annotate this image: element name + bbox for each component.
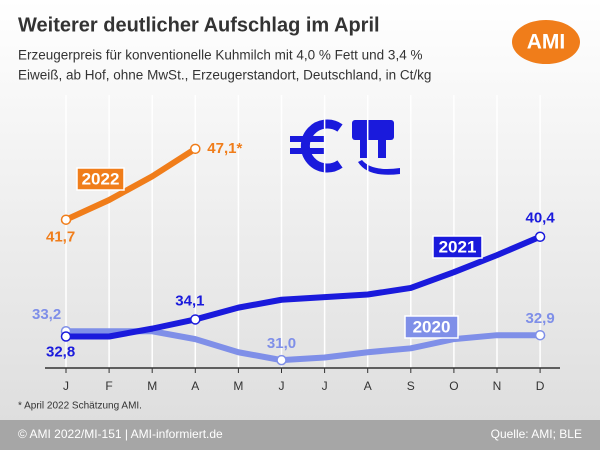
- point-marker: [190, 143, 201, 155]
- legend-label: 2021: [439, 237, 477, 256]
- data-label: 40,4: [525, 210, 555, 227]
- data-label: 41,7: [46, 229, 75, 246]
- subtitle: Erzeugerpreis für konventionelle Kuhmilc…: [18, 48, 422, 63]
- point-marker: [60, 331, 72, 342]
- legend-box: [76, 167, 125, 191]
- milking-icon: [352, 120, 400, 175]
- x-tick-label: N: [493, 379, 502, 393]
- chart-title: Weiterer deutlicher Aufschlag im April: [18, 14, 380, 36]
- series-line: [66, 233, 542, 340]
- x-tick-label: A: [364, 379, 372, 393]
- x-tick-label: J: [63, 379, 69, 393]
- footer-left: © AMI 2022/MI-151 | AMI-informiert.de: [18, 427, 223, 441]
- data-label: 33,2: [32, 306, 61, 323]
- logo-text: AMI: [527, 31, 566, 54]
- footer-bar: [0, 420, 600, 450]
- legend-label: 2022: [82, 169, 120, 188]
- point-marker: [534, 329, 546, 341]
- legend-box: [404, 315, 459, 339]
- data-label: 34,1: [175, 292, 204, 309]
- x-tick-label: A: [191, 379, 199, 393]
- data-label: 47,1*: [207, 140, 242, 157]
- data-label: 32,8: [46, 343, 75, 360]
- x-tick-label: O: [449, 379, 458, 393]
- point-marker: [534, 231, 546, 242]
- point-marker: [60, 214, 72, 225]
- data-label: 31,0: [267, 335, 296, 352]
- point-marker: [190, 314, 201, 325]
- x-tick-label: F: [105, 379, 112, 393]
- data-label: 32,9: [525, 310, 554, 327]
- x-tick-label: J: [279, 379, 285, 393]
- footnote: * April 2022 Schätzung AMI.: [18, 401, 142, 412]
- euro-icon: [290, 119, 343, 173]
- point-marker: [276, 354, 287, 366]
- x-tick-label: M: [147, 379, 157, 393]
- x-tick-label: M: [233, 379, 243, 393]
- logo: [512, 20, 580, 64]
- footer-right: Quelle: AMI; BLE: [491, 427, 582, 441]
- legend-box: [432, 235, 483, 259]
- x-tick-label: D: [536, 379, 545, 393]
- series-line: [64, 146, 197, 223]
- subtitle: Eiweiß, ab Hof, ohne MwSt., Erzeugerstan…: [18, 68, 431, 83]
- x-tick-label: S: [407, 379, 415, 393]
- legend-label: 2020: [413, 317, 451, 336]
- x-tick-label: J: [322, 379, 328, 393]
